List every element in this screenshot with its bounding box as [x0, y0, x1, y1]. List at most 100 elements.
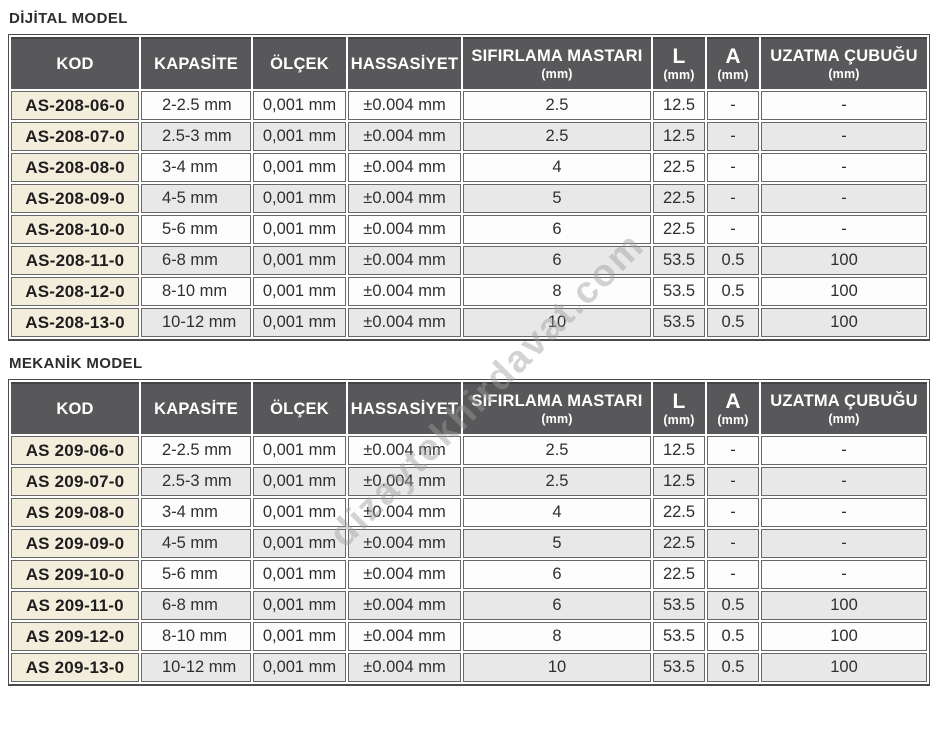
sifirlama-mastari-cell: 4	[463, 498, 651, 527]
olcek-cell: 0,001 mm	[253, 560, 346, 589]
olcek-cell: 0,001 mm	[253, 91, 346, 120]
column-header-l: L (mm)	[653, 37, 705, 89]
kapasite-cell: 6-8 mm	[141, 591, 251, 620]
olcek-cell: 0,001 mm	[253, 529, 346, 558]
uzatma-cubugu-cell: -	[761, 215, 927, 244]
kod-cell: AS 209-11-0	[11, 591, 139, 620]
sifirlama-mastari-cell: 10	[463, 308, 651, 337]
hassasiyet-cell: ±0.004 mm	[348, 184, 461, 213]
hassasiyet-cell: ±0.004 mm	[348, 591, 461, 620]
uzatma-cubugu-cell: 100	[761, 622, 927, 651]
a-cell: 0.5	[707, 591, 759, 620]
l-cell: 53.5	[653, 622, 705, 651]
sifirlama-mastari-cell: 6	[463, 560, 651, 589]
uzatma-cubugu-cell: -	[761, 122, 927, 151]
column-header-label: KAPASİTE	[154, 54, 238, 73]
column-header-label: ÖLÇEK	[270, 54, 329, 73]
olcek-cell: 0,001 mm	[253, 308, 346, 337]
olcek-cell: 0,001 mm	[253, 246, 346, 275]
hassasiyet-cell: ±0.004 mm	[348, 529, 461, 558]
column-header-label: UZATMA ÇUBUĞU	[770, 47, 918, 65]
column-header-kod: KOD	[11, 37, 139, 89]
olcek-cell: 0,001 mm	[253, 277, 346, 306]
olcek-cell: 0,001 mm	[253, 591, 346, 620]
kod-cell: AS-208-13-0	[11, 308, 139, 337]
column-header-uzatma-cubugu: UZATMA ÇUBUĞU (mm)	[761, 37, 927, 89]
column-header-olcek: ÖLÇEK	[253, 37, 346, 89]
sifirlama-mastari-cell: 4	[463, 153, 651, 182]
table-row: AS-208-07-0 2.5-3 mm 0,001 mm ±0.004 mm 2.5 1…	[11, 122, 927, 151]
hassasiyet-cell: ±0.004 mm	[348, 653, 461, 682]
column-header-sifirlama-mastari: SIFIRLAMA MASTARI (mm)	[463, 382, 651, 434]
table-row: AS-208-09-0 4-5 mm 0,001 mm ±0.004 mm 5 22.5-…	[11, 184, 927, 213]
uzatma-cubugu-cell: -	[761, 153, 927, 182]
column-header-label: KOD	[56, 399, 94, 418]
hassasiyet-cell: ±0.004 mm	[348, 246, 461, 275]
column-header-unit: (mm)	[717, 67, 749, 82]
a-cell: -	[707, 467, 759, 496]
table-row: AS 209-12-0 8-10 mm 0,001 mm ±0.004 mm 8 53.5…	[11, 622, 927, 651]
column-header-label: L	[672, 44, 686, 68]
kod-cell: AS-208-07-0	[11, 122, 139, 151]
kod-cell: AS 209-13-0	[11, 653, 139, 682]
column-header-unit: (mm)	[541, 67, 573, 81]
hassasiyet-cell: ±0.004 mm	[348, 622, 461, 651]
column-header-label: SIFIRLAMA MASTARI	[471, 47, 643, 65]
spec-table-mekanik: KOD KAPASİTE ÖLÇEK HASSASİYET SIFIRLAMA MAST…	[8, 379, 930, 686]
olcek-cell: 0,001 mm	[253, 184, 346, 213]
olcek-cell: 0,001 mm	[253, 122, 346, 151]
l-cell: 22.5	[653, 153, 705, 182]
table-row: AS 209-10-0 5-6 mm 0,001 mm ±0.004 mm 6 22.5-…	[11, 560, 927, 589]
l-cell: 53.5	[653, 277, 705, 306]
l-cell: 12.5	[653, 91, 705, 120]
a-cell: -	[707, 153, 759, 182]
sifirlama-mastari-cell: 6	[463, 246, 651, 275]
a-cell: 0.5	[707, 246, 759, 275]
l-cell: 12.5	[653, 436, 705, 465]
column-header-label: A	[725, 389, 741, 413]
column-header-label: HASSASİYET	[350, 54, 459, 73]
table-row: AS-208-12-0 8-10 mm 0,001 mm ±0.004 mm 8 53.5…	[11, 277, 927, 306]
table-row: AS-208-13-0 10-12 mm 0,001 mm ±0.004 mm 10 53…	[11, 308, 927, 337]
kod-cell: AS-208-12-0	[11, 277, 139, 306]
column-header-unit: (mm)	[828, 412, 860, 426]
uzatma-cubugu-cell: -	[761, 91, 927, 120]
l-cell: 12.5	[653, 467, 705, 496]
table-row: AS 209-06-0 2-2.5 mm 0,001 mm ±0.004 mm 2.5 1…	[11, 436, 927, 465]
column-header-kod: KOD	[11, 382, 139, 434]
kapasite-cell: 10-12 mm	[141, 653, 251, 682]
kod-cell: AS 209-07-0	[11, 467, 139, 496]
kapasite-cell: 5-6 mm	[141, 560, 251, 589]
column-header-a: A (mm)	[707, 382, 759, 434]
column-header-label: SIFIRLAMA MASTARI	[471, 392, 643, 410]
l-cell: 53.5	[653, 246, 705, 275]
uzatma-cubugu-cell: 100	[761, 308, 927, 337]
l-cell: 53.5	[653, 308, 705, 337]
uzatma-cubugu-cell: -	[761, 498, 927, 527]
sifirlama-mastari-cell: 10	[463, 653, 651, 682]
table-row: AS-208-08-0 3-4 mm 0,001 mm ±0.004 mm 4 22.5-…	[11, 153, 927, 182]
table-row: AS 209-11-0 6-8 mm 0,001 mm ±0.004 mm 6 53.5 0…	[11, 591, 927, 620]
column-header-label: A	[725, 44, 741, 68]
header-row: KOD KAPASİTE ÖLÇEK HASSASİYET SIFIRLAMA MAST…	[11, 37, 927, 89]
kod-cell: AS-208-06-0	[11, 91, 139, 120]
l-cell: 22.5	[653, 215, 705, 244]
kapasite-cell: 6-8 mm	[141, 246, 251, 275]
kapasite-cell: 2-2.5 mm	[141, 91, 251, 120]
a-cell: 0.5	[707, 277, 759, 306]
column-header-uzatma-cubugu: UZATMA ÇUBUĞU (mm)	[761, 382, 927, 434]
l-cell: 12.5	[653, 122, 705, 151]
uzatma-cubugu-cell: -	[761, 529, 927, 558]
a-cell: -	[707, 215, 759, 244]
l-cell: 22.5	[653, 498, 705, 527]
hassasiyet-cell: ±0.004 mm	[348, 215, 461, 244]
table-row: AS 209-08-0 3-4 mm 0,001 mm ±0.004 mm 4 22.5-…	[11, 498, 927, 527]
a-cell: -	[707, 560, 759, 589]
kapasite-cell: 3-4 mm	[141, 153, 251, 182]
kapasite-cell: 2-2.5 mm	[141, 436, 251, 465]
a-cell: 0.5	[707, 308, 759, 337]
column-header-label: KAPASİTE	[154, 399, 238, 418]
uzatma-cubugu-cell: -	[761, 560, 927, 589]
kapasite-cell: 8-10 mm	[141, 622, 251, 651]
uzatma-cubugu-cell: 100	[761, 591, 927, 620]
